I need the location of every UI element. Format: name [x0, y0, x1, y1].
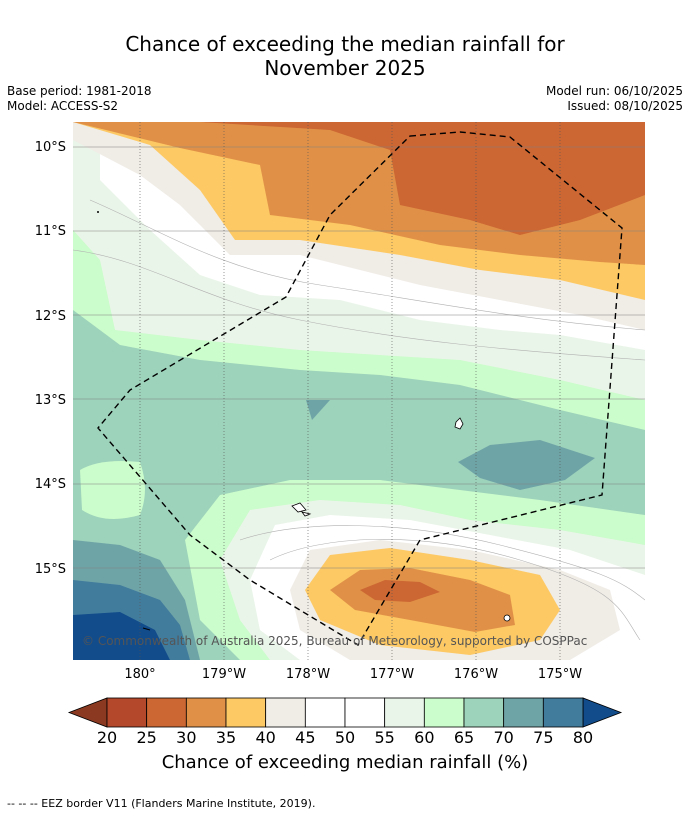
colorbar-cells: [106, 697, 584, 728]
island-sw: [142, 627, 151, 631]
title-line-2: November 2025: [264, 56, 426, 80]
chart-title: Chance of exceeding the median rainfall …: [0, 32, 690, 80]
colorbar-over-arrow: [582, 697, 623, 728]
colorbar-title: Chance of exceeding median rainfall (%): [161, 752, 529, 773]
base-period: Base period: 1981-2018: [7, 84, 152, 98]
lat-label: 12°S: [35, 309, 66, 324]
colorbar-cell: [225, 697, 267, 728]
colorbar-tick-label: 60: [414, 728, 434, 747]
colorbar-cell: [542, 697, 584, 728]
island-south: [503, 614, 511, 622]
colorbar-tick-label: 30: [176, 728, 196, 747]
colorbar-cell: [185, 697, 227, 728]
colorbar-tick-label: 20: [97, 728, 117, 747]
colorbar-cell: [384, 697, 425, 728]
lon-labels: 180° 179°W 178°W 177°W 176°W 175°W: [124, 667, 582, 682]
copyright-text: © Commonwealth of Australia 2025, Bureau…: [82, 634, 587, 648]
colorbar-tick-label: 65: [454, 728, 474, 747]
lon-label: 177°W: [370, 667, 414, 682]
colorbar-cell: [423, 697, 465, 728]
colorbar-cell: [106, 697, 148, 728]
model-name: Model: ACCESS-S2: [7, 99, 119, 113]
colorbar-cell: [265, 697, 306, 728]
colorbar-tick-label: 80: [573, 728, 593, 747]
grid-lines: [73, 146, 645, 569]
rainfall-map: © Commonwealth of Australia 2025, Bureau…: [73, 122, 645, 660]
colorbar-tick-labels: 20 25 30 35 40 45 50 55 60 65 70 75 80: [97, 728, 593, 747]
band-above-80-sw: [73, 612, 170, 660]
island-west: [291, 502, 307, 513]
eez-footnote: -- -- -- EEZ border V11 (Flanders Marine…: [7, 797, 316, 810]
title-line-1: Chance of exceeding the median rainfall …: [125, 32, 565, 56]
band-70-75-small-patch: [306, 400, 330, 420]
lat-label: 15°S: [35, 562, 66, 577]
lat-label: 13°S: [35, 393, 66, 408]
colorbar-tick-label: 70: [493, 728, 513, 747]
lon-label: 179°W: [202, 667, 246, 682]
colorbar-tick-label: 45: [295, 728, 315, 747]
model-run: Model run: 06/10/2025: [545, 84, 683, 98]
colorbar-cell: [463, 697, 505, 728]
lon-label: 180°: [124, 667, 155, 682]
colorbar-tick-label: 25: [136, 728, 156, 747]
lon-label: 176°W: [454, 667, 498, 682]
lat-label: 14°S: [35, 477, 66, 492]
colorbar-cell: [503, 697, 544, 728]
colorbar-cell: [146, 697, 187, 728]
lat-labels: 10°S 11°S 12°S 13°S 14°S 15°S: [35, 140, 66, 577]
colorbar-cell: [304, 697, 346, 728]
contour-lines: [73, 199, 645, 641]
colorbar-tick-label: 50: [335, 728, 355, 747]
colorbar-under-arrow: [67, 697, 108, 728]
band-70-75-east-patch: [458, 440, 595, 490]
band-60-65-west-patch: [80, 461, 145, 519]
lat-label: 11°S: [35, 224, 66, 239]
meta-right: Model run: 06/10/2025 Issued: 08/10/2025: [546, 84, 683, 114]
lon-label: 178°W: [286, 667, 330, 682]
colorbar-tick-label: 35: [216, 728, 236, 747]
island-west-2: [301, 511, 312, 517]
band-25-30-north: [200, 122, 645, 235]
colorbar-tick-label: 75: [533, 728, 553, 747]
colorbar-tick-label: 40: [255, 728, 275, 747]
eez-border: [97, 131, 623, 646]
lat-label: 10°S: [35, 140, 66, 155]
band-25-30-south: [360, 580, 440, 602]
meta-left: Base period: 1981-2018 Model: ACCESS-S2: [7, 84, 152, 114]
islet-nw: [97, 211, 99, 213]
colorbar-cell: [344, 697, 386, 728]
colorbar-tick-label: 55: [374, 728, 394, 747]
issued-date: Issued: 08/10/2025: [567, 99, 683, 113]
colorbar: 20 25 30 35 40 45 50 55 60 65 70 75 80: [67, 697, 623, 747]
island-rotuma: [454, 417, 464, 430]
lon-label: 175°W: [538, 667, 582, 682]
